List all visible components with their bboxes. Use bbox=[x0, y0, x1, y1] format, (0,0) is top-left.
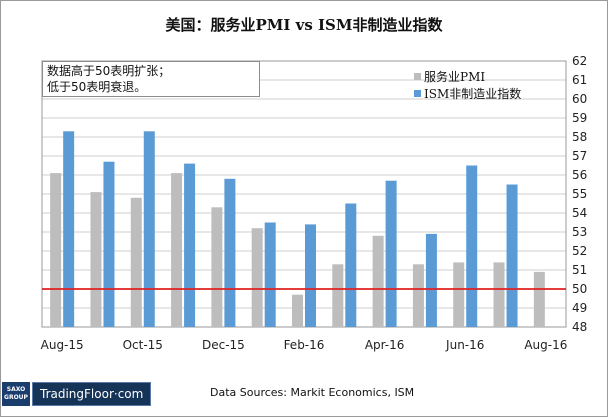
bar-ism bbox=[143, 131, 155, 327]
bar-services-pmi bbox=[493, 262, 505, 327]
bar-ism bbox=[385, 180, 397, 327]
annotation-box: 数据高于50表明扩张； 低于50表明衰退。 bbox=[42, 61, 260, 97]
chart-title: 美国：服务业PMI vs ISM非制造业指数 bbox=[165, 16, 443, 34]
bar-ism bbox=[345, 203, 357, 327]
bar-services-pmi bbox=[332, 264, 344, 327]
bar-services-pmi bbox=[90, 192, 102, 327]
bar-services-pmi bbox=[50, 173, 62, 327]
bar-services-pmi bbox=[372, 235, 384, 327]
bar-ism bbox=[103, 161, 115, 327]
legend-swatch-ism bbox=[414, 90, 421, 97]
y-tick-label: 57 bbox=[572, 149, 587, 163]
y-tick-label: 50 bbox=[572, 282, 587, 296]
bar-services-pmi bbox=[171, 173, 183, 327]
legend-swatch-services-pmi bbox=[414, 73, 421, 80]
y-tick-label: 56 bbox=[572, 168, 587, 182]
legend-label-services-pmi: 服务业PMI bbox=[424, 70, 486, 84]
bar-ism bbox=[305, 224, 316, 327]
bar-services-pmi bbox=[251, 228, 263, 327]
x-tick-label: Feb-16 bbox=[284, 338, 325, 352]
y-tick-label: 54 bbox=[572, 206, 587, 220]
x-tick-label: Jun-16 bbox=[445, 338, 484, 352]
tradingfloor-logo: TradingFloor·com bbox=[32, 382, 152, 406]
bar-ism bbox=[264, 222, 276, 327]
bar-ism bbox=[425, 233, 437, 327]
bar-services-pmi bbox=[453, 262, 465, 327]
y-tick-label: 59 bbox=[572, 111, 587, 125]
bar-services-pmi bbox=[533, 271, 545, 327]
bar-services-pmi bbox=[130, 197, 142, 327]
bar-services-pmi bbox=[211, 207, 223, 327]
legend-item-ism: ISM非制造业指数 bbox=[414, 85, 521, 102]
annotation-line-1: 数据高于50表明扩张； bbox=[47, 64, 171, 78]
bar-ism bbox=[224, 178, 236, 327]
y-tick-label: 53 bbox=[572, 225, 587, 239]
annotation-line-2: 低于50表明衰退。 bbox=[47, 80, 147, 94]
plot-area-border bbox=[41, 60, 567, 328]
bar-ism bbox=[466, 165, 478, 327]
x-tick-label: Aug-15 bbox=[41, 338, 84, 352]
saxo-logo: SAXO GROUP bbox=[2, 382, 30, 406]
y-tick-label: 62 bbox=[572, 54, 587, 68]
x-tick-label: Dec-15 bbox=[202, 338, 245, 352]
y-tick-label: 58 bbox=[572, 130, 587, 144]
bar-ism bbox=[184, 163, 196, 327]
bar-ism bbox=[63, 131, 75, 327]
y-tick-label: 52 bbox=[572, 244, 587, 258]
bar-services-pmi bbox=[412, 264, 424, 327]
y-tick-label: 60 bbox=[572, 92, 587, 106]
x-tick-label: Apr-16 bbox=[365, 338, 405, 352]
legend-label-ism: ISM非制造业指数 bbox=[424, 87, 522, 101]
y-tick-label: 49 bbox=[572, 301, 587, 315]
x-tick-label: Aug-16 bbox=[524, 338, 567, 352]
saxo-tradingfloor-logo: SAXO GROUP TradingFloor·com bbox=[2, 382, 152, 406]
y-tick-label: 55 bbox=[572, 187, 587, 201]
y-tick-label: 51 bbox=[572, 263, 587, 277]
legend-item-services-pmi: 服务业PMI bbox=[414, 68, 485, 85]
bar-services-pmi bbox=[292, 294, 303, 327]
y-tick-label: 48 bbox=[572, 320, 587, 334]
data-sources: Data Sources: Markit Economics, ISM bbox=[210, 386, 415, 399]
bar-ism bbox=[506, 184, 518, 327]
y-tick-label: 61 bbox=[572, 73, 587, 87]
x-tick-label: Oct-15 bbox=[123, 338, 163, 352]
